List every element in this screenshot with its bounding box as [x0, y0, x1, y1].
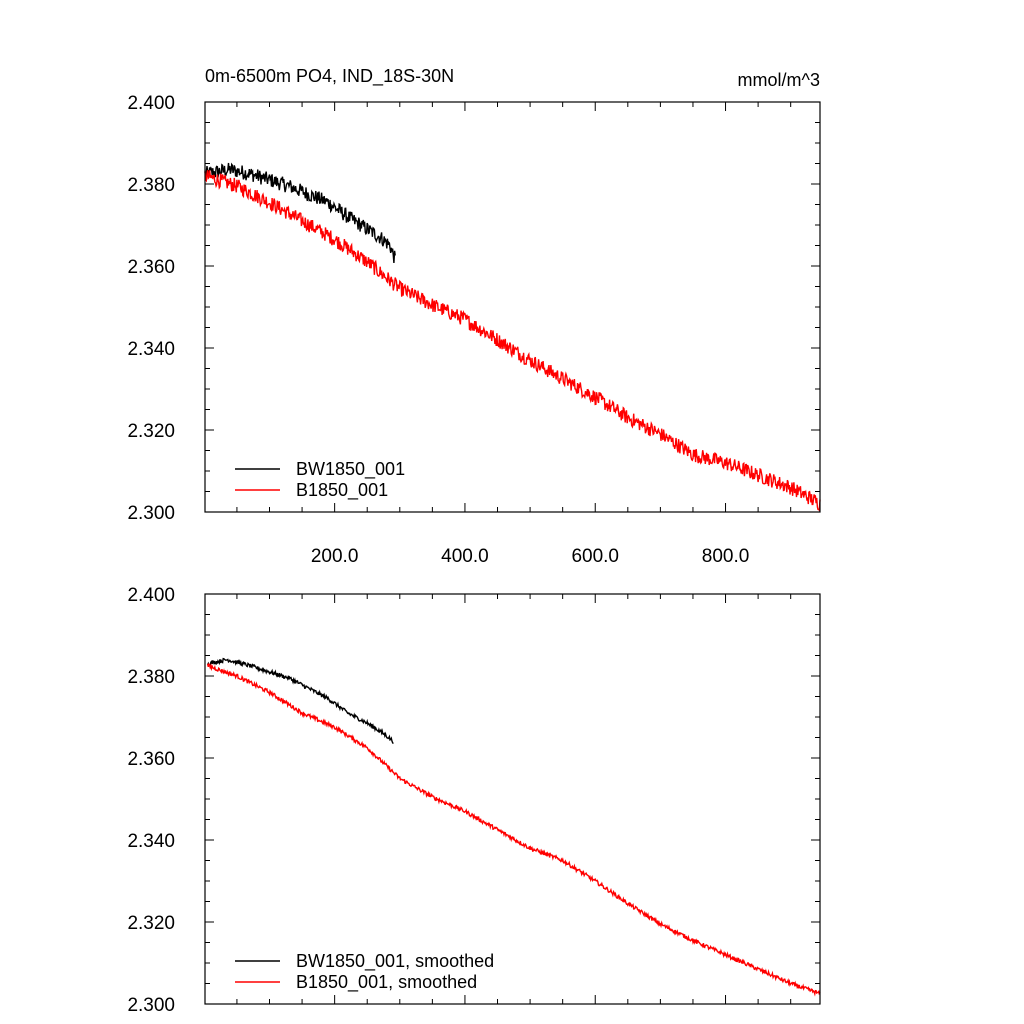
plot-frame — [204, 593, 821, 1005]
y-tick-label: 2.380 — [127, 175, 175, 196]
chart-title: 0m-6500m PO4, IND_18S-30N — [205, 66, 454, 87]
x-tick-label: 800.0 — [702, 546, 750, 567]
series-line-1 — [206, 662, 821, 997]
y-tick-label: 2.340 — [127, 831, 175, 852]
y-tick-label: 2.320 — [127, 421, 175, 442]
y-tick-label: 2.360 — [127, 257, 175, 278]
y-tick-label: 2.300 — [127, 995, 175, 1016]
y-tick-label: 2.360 — [127, 749, 175, 770]
y-tick-label: 2.340 — [127, 339, 175, 360]
x-axis-ticks — [236, 594, 792, 1004]
units-label: mmol/m^3 — [738, 70, 820, 90]
y-tick-label: 2.320 — [127, 913, 175, 934]
legend-label: B1850_001 — [296, 480, 388, 501]
x-axis-ticks: 200.0 400.0 600.0 800.0 — [236, 102, 792, 567]
y-tick-label: 2.300 — [127, 503, 175, 524]
x-tick-label: 200.0 — [311, 546, 359, 567]
top-panel: 0m-6500m PO4, IND_18S-30N mmol/m^3 2.300… — [127, 66, 821, 567]
y-tick-label: 2.400 — [127, 93, 175, 114]
x-tick-label: 600.0 — [571, 546, 619, 567]
legend-label: B1850_001, smoothed — [296, 972, 477, 993]
x-tick-label: 400.0 — [441, 546, 489, 567]
y-axis-ticks: 2.300 2.320 2.340 2.360 2.380 2.400 — [127, 93, 820, 524]
series-layer — [204, 162, 821, 513]
y-tick-label: 2.380 — [127, 667, 175, 688]
legend-label: BW1850_001 — [296, 459, 405, 480]
series-line-0 — [206, 657, 394, 745]
bottom-panel: 2.300 2.320 2.340 2.360 2.380 2.400 BW1850_00… — [127, 585, 821, 1016]
y-tick-label: 2.400 — [127, 585, 175, 606]
series-layer — [206, 657, 821, 997]
series-line-0 — [204, 162, 396, 264]
plot-frame — [204, 101, 821, 513]
legend-label: BW1850_001, smoothed — [296, 951, 494, 972]
series-line-1 — [204, 170, 821, 513]
